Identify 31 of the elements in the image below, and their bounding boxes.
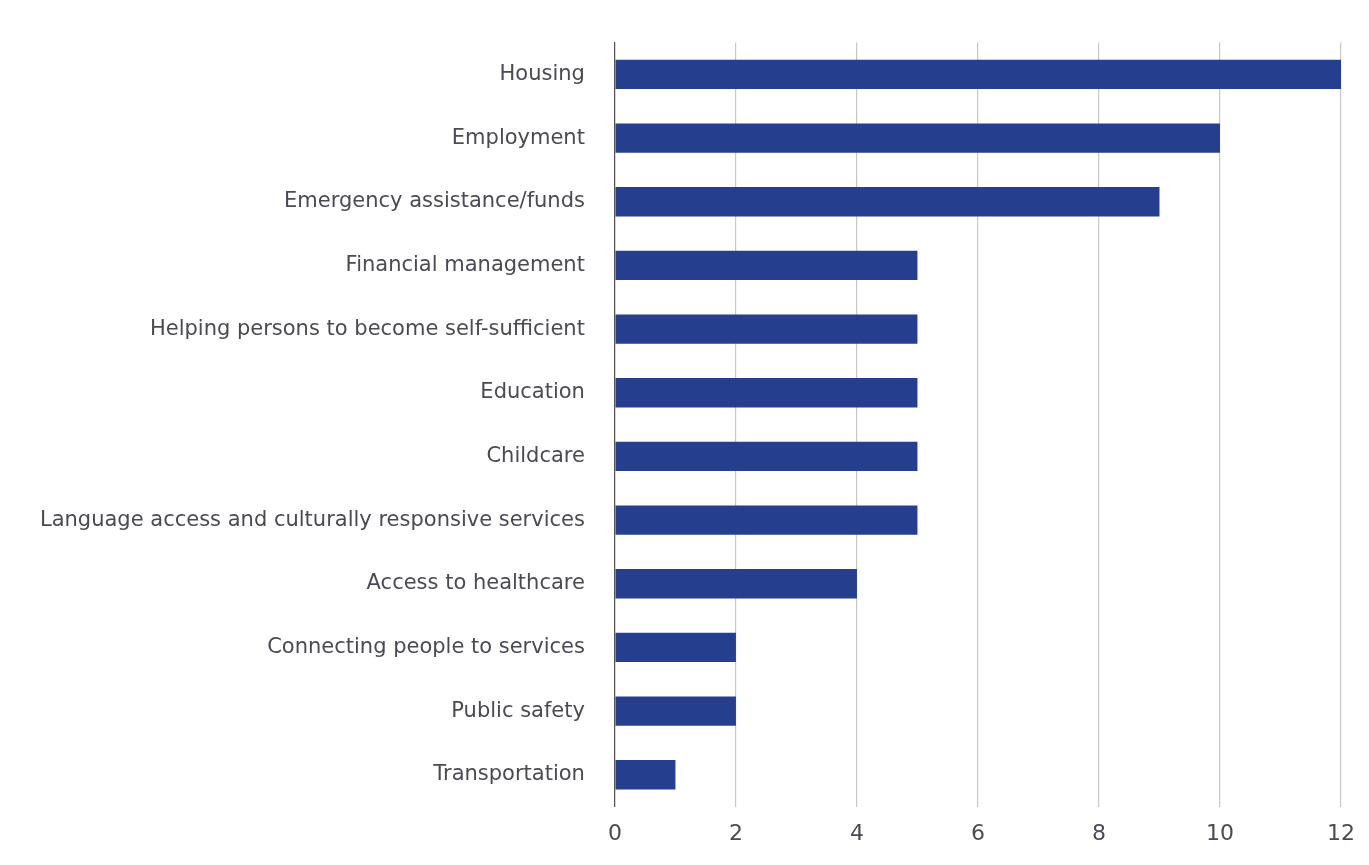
y-tick-label: Public safety [451, 697, 585, 722]
x-tick-label: 10 [1205, 819, 1234, 845]
y-tick-label: Connecting people to services [267, 633, 585, 658]
y-tick-label: Transportation [432, 761, 585, 786]
y-tick-label: Housing [499, 60, 585, 85]
x-tick-label: 0 [607, 819, 622, 845]
bar [615, 760, 676, 790]
y-tick-label: Helping persons to become self-sufficient [149, 315, 585, 340]
bar [615, 696, 736, 726]
y-tick-label: Education [480, 379, 585, 404]
y-tick-label: Language access and culturally responsive services [39, 506, 585, 531]
x-tick-label: 6 [970, 819, 985, 845]
x-tick-label: 2 [728, 819, 743, 845]
bar [615, 505, 918, 535]
x-tick-label: 12 [1327, 819, 1355, 845]
bar [615, 632, 736, 663]
bar [615, 569, 857, 599]
y-tick-label: Financial management [345, 251, 585, 276]
bar [615, 187, 1160, 217]
x-tick-label: 4 [849, 819, 864, 845]
y-tick-label: Childcare [486, 442, 585, 467]
x-tick-label: 8 [1091, 819, 1106, 845]
bar [615, 59, 1341, 90]
y-tick-label: Employment [451, 124, 585, 149]
y-tick-label: Access to healthcare [366, 570, 585, 595]
bar [615, 314, 918, 344]
bar [615, 378, 918, 408]
bar [615, 123, 1220, 153]
bar [615, 250, 918, 281]
bar [615, 441, 918, 472]
y-tick-label: Emergency assistance/funds [284, 188, 585, 213]
